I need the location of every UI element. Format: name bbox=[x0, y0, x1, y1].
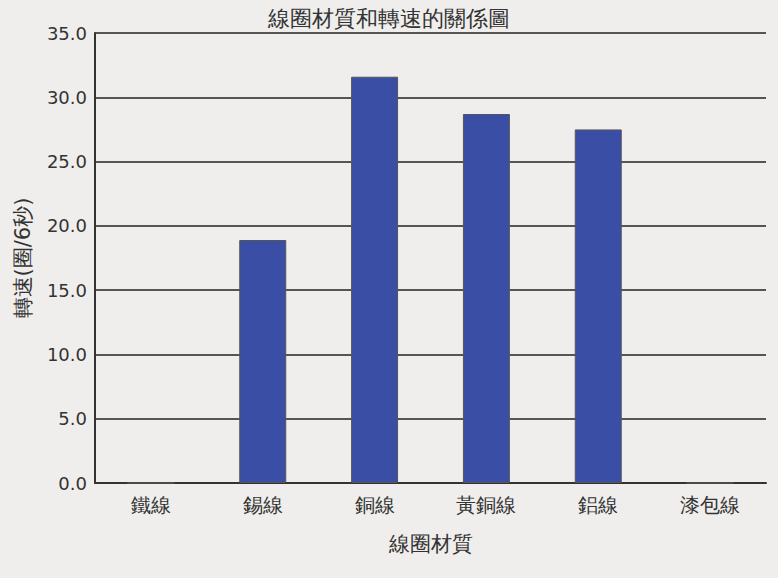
svg-text:15.0: 15.0 bbox=[47, 280, 87, 301]
svg-text:鐵線: 鐵線 bbox=[131, 493, 171, 517]
svg-text:線圈材質: 線圈材質 bbox=[388, 532, 473, 556]
svg-text:35.0: 35.0 bbox=[47, 23, 87, 44]
svg-text:漆包線: 漆包線 bbox=[680, 493, 740, 517]
svg-text:20.0: 20.0 bbox=[47, 215, 87, 236]
svg-text:5.0: 5.0 bbox=[58, 408, 87, 429]
svg-text:黃銅線: 黃銅線 bbox=[456, 493, 516, 517]
svg-text:0.0: 0.0 bbox=[58, 473, 87, 494]
svg-text:錫線: 錫線 bbox=[243, 493, 283, 517]
svg-text:線圈材質和轉速的關係圖: 線圈材質和轉速的關係圖 bbox=[267, 6, 510, 31]
svg-text:30.0: 30.0 bbox=[47, 87, 87, 108]
svg-text:轉速(圈/6秒): 轉速(圈/6秒) bbox=[11, 198, 35, 319]
svg-text:25.0: 25.0 bbox=[47, 151, 87, 172]
svg-text:鋁線: 鋁線 bbox=[578, 493, 618, 517]
svg-text:10.0: 10.0 bbox=[47, 344, 87, 365]
svg-text:銅線: 銅線 bbox=[355, 493, 395, 517]
